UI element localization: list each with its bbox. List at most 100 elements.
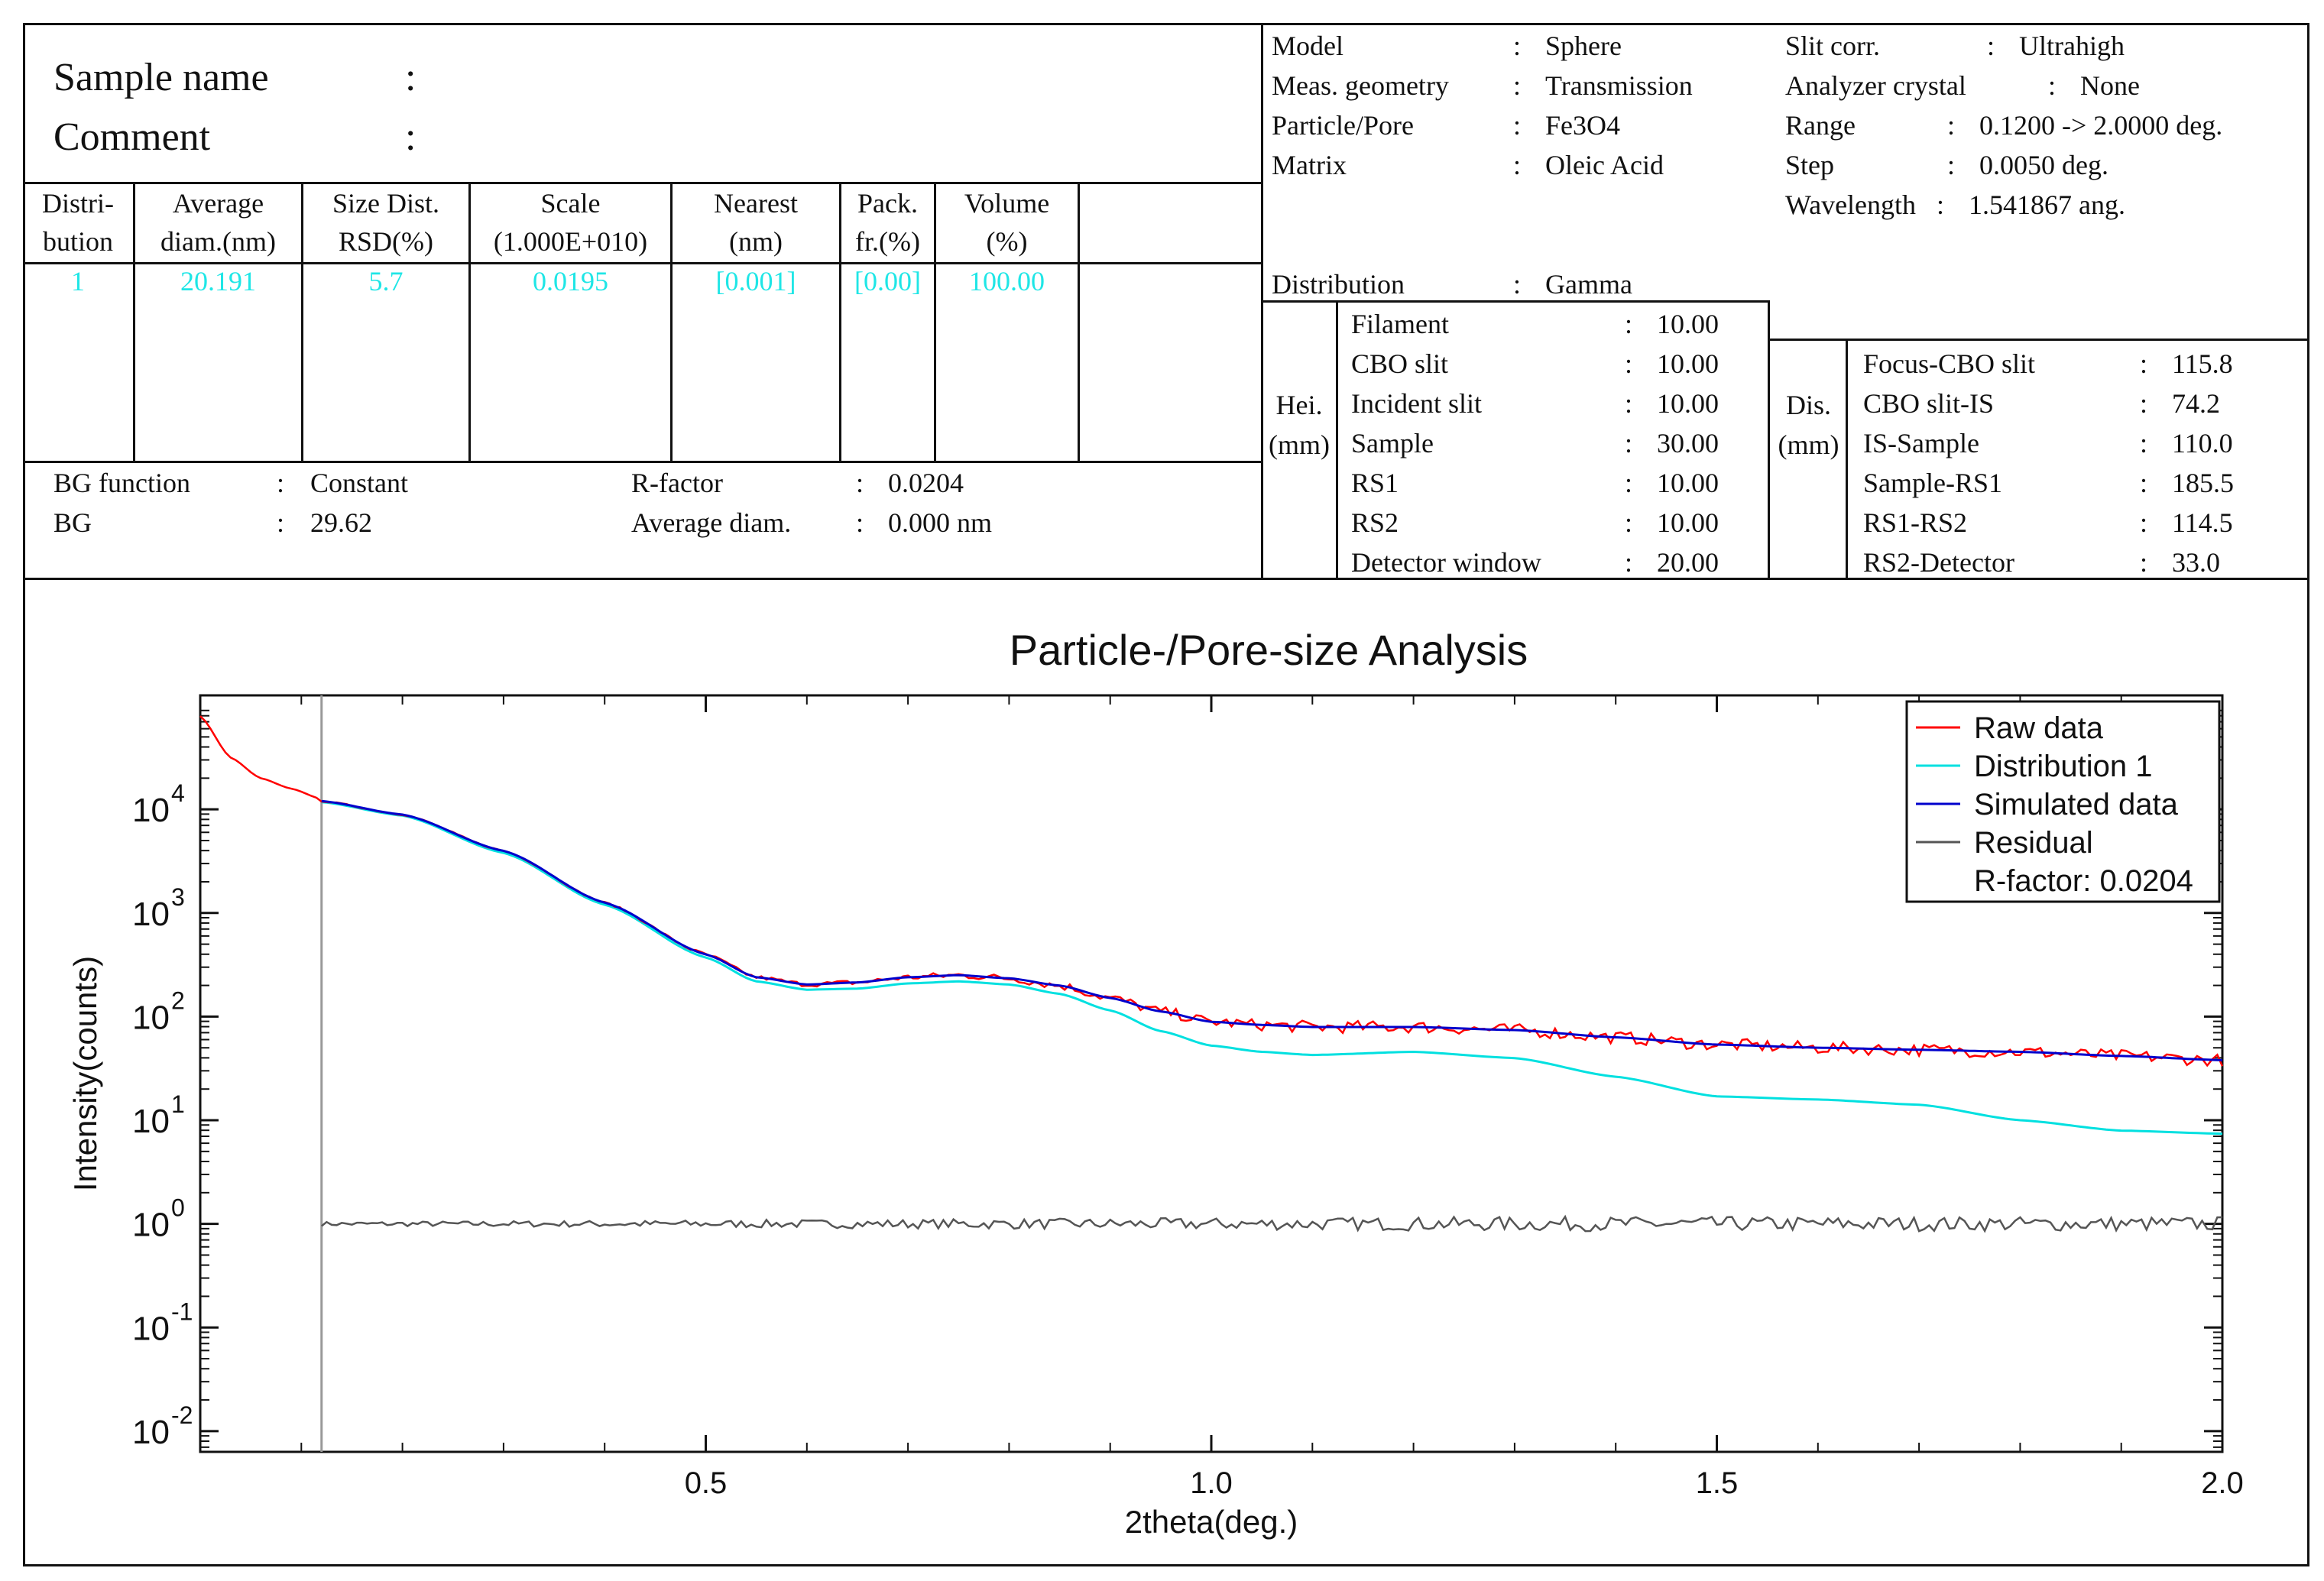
distance-row-label: RS2-Detector [1863, 547, 2014, 578]
avg-diam-colon: : [856, 507, 864, 538]
instrument-row-colon: : [1937, 190, 1945, 220]
distribution-value: Gamma [1545, 269, 1632, 300]
table-header-line1: Nearest [714, 188, 798, 219]
series-distribution-1 [321, 801, 2223, 1136]
distance-row-value: 115.8 [2172, 348, 2233, 379]
x-axis-label: 2theta(deg.) [1125, 1504, 1298, 1540]
y-tick-label: 10 [132, 1207, 170, 1244]
heights-side-label-1: Hei. [1275, 390, 1323, 420]
instrument-row-value: 0.1200 -> 2.0000 deg. [1979, 110, 2223, 141]
height-row-colon: : [1625, 309, 1633, 339]
legend-entry: Raw data [1974, 711, 2104, 745]
instrument-row-value: Ultrahigh [2019, 31, 2125, 61]
y-axis-label: Intensity(counts) [67, 956, 103, 1191]
y-tick-exponent: -1 [171, 1298, 193, 1325]
sample-name-label: Sample name [53, 56, 269, 99]
legend-entry: Simulated data [1974, 788, 2179, 821]
avg-diam-value: 0.000 nm [888, 507, 993, 538]
x-tick-label: 2.0 [2201, 1466, 2244, 1500]
model-row-label: Meas. geometry [1272, 70, 1449, 101]
distances-side-label-2: (mm) [1778, 429, 1839, 460]
legend-box [1905, 700, 2221, 903]
comment-label: Comment [53, 115, 211, 159]
height-row-label: Detector window [1351, 547, 1541, 578]
distance-row-value: 74.2 [2172, 388, 2220, 419]
y-tick-exponent: -2 [171, 1401, 193, 1429]
bg-function-colon: : [277, 468, 285, 498]
model-row-colon: : [1513, 31, 1522, 61]
bg-function-value: Constant [310, 468, 409, 498]
table-header-line2: (nm) [729, 226, 783, 257]
y-tick-label: 10 [132, 1103, 170, 1140]
instrument-row-label: Step [1785, 150, 1835, 180]
table-header-line1: Distri- [42, 188, 114, 219]
table-cell: 5.7 [368, 266, 404, 296]
table-header-line1: Size Dist. [332, 188, 439, 219]
distribution-colon: : [1513, 269, 1522, 300]
table-header-line2: (1.000E+010) [493, 226, 648, 257]
table-header-line2: bution [42, 226, 113, 257]
height-row-label: CBO slit [1351, 348, 1449, 379]
distance-row-label: Focus-CBO slit [1863, 348, 2036, 379]
height-row-colon: : [1625, 428, 1633, 458]
legend-entry: Distribution 1 [1974, 750, 2152, 783]
distance-row-label: RS1-RS2 [1863, 507, 1968, 538]
series-simulated-data [321, 799, 2223, 1061]
bg-colon: : [277, 507, 285, 538]
model-row-value: Transmission [1545, 70, 1693, 101]
distance-row-value: 114.5 [2172, 507, 2233, 538]
instrument-row-value: 1.541867 ang. [1969, 190, 2125, 220]
page-frame [23, 23, 2309, 1566]
instrument-row-colon: : [1947, 150, 1956, 180]
table-cell: [0.001] [715, 266, 796, 296]
y-tick-label: 10 [132, 1414, 170, 1451]
height-row-label: RS2 [1351, 507, 1399, 538]
rfactor-colon: : [856, 468, 864, 498]
model-row-label: Matrix [1272, 150, 1347, 180]
heights-side-label-2: (mm) [1269, 429, 1330, 460]
height-row-value: 30.00 [1657, 428, 1719, 458]
distance-row-colon: : [2140, 428, 2148, 458]
instrument-row-value: 0.0050 deg. [1979, 150, 2108, 180]
legend-entry: Residual [1974, 826, 2093, 860]
height-row-value: 10.00 [1657, 507, 1719, 538]
height-row-value: 10.00 [1657, 348, 1719, 379]
instrument-row-label: Analyzer crystal [1785, 70, 1966, 101]
sample-name-colon: : [405, 56, 417, 99]
instrument-row-colon: : [2048, 70, 2057, 101]
bg-label: BG [53, 507, 92, 538]
rfactor-label: R-factor [631, 468, 723, 498]
y-tick-exponent: 2 [171, 987, 185, 1014]
distance-row-value: 110.0 [2172, 428, 2233, 458]
y-tick-label: 10 [132, 1310, 170, 1347]
height-row-label: Filament [1351, 309, 1449, 339]
table-cell: 0.0195 [533, 266, 608, 296]
model-row-value: Sphere [1545, 31, 1622, 61]
height-row-colon: : [1625, 348, 1633, 379]
table-header-line1: Average [172, 188, 264, 219]
instrument-row-label: Range [1785, 110, 1856, 141]
model-row-colon: : [1513, 70, 1522, 101]
model-row-value: Oleic Acid [1545, 150, 1664, 180]
distance-row-label: CBO slit-IS [1863, 388, 1995, 419]
model-row-colon: : [1513, 150, 1522, 180]
distance-row-label: Sample-RS1 [1863, 468, 2003, 498]
distance-row-colon: : [2140, 547, 2148, 578]
y-tick-exponent: 0 [171, 1194, 185, 1222]
y-tick-label: 10 [132, 896, 170, 933]
instrument-row-value: None [2080, 70, 2140, 101]
model-row-label: Particle/Pore [1272, 110, 1414, 141]
height-row-value: 10.00 [1657, 309, 1719, 339]
distribution-label: Distribution [1272, 269, 1405, 300]
distance-row-colon: : [2140, 468, 2148, 498]
chart-title: Particle-/Pore-size Analysis [1010, 626, 1528, 674]
table-header-line1: Scale [540, 188, 601, 219]
height-row-value: 10.00 [1657, 468, 1719, 498]
table-header-line2: diam.(nm) [160, 226, 276, 257]
height-row-value: 20.00 [1657, 547, 1719, 578]
height-row-label: RS1 [1351, 468, 1399, 498]
distance-row-label: IS-Sample [1863, 428, 1979, 458]
legend-rfactor-note: R-factor: 0.0204 [1974, 864, 2193, 898]
height-row-colon: : [1625, 388, 1633, 419]
table-header-line2: (%) [986, 226, 1028, 257]
